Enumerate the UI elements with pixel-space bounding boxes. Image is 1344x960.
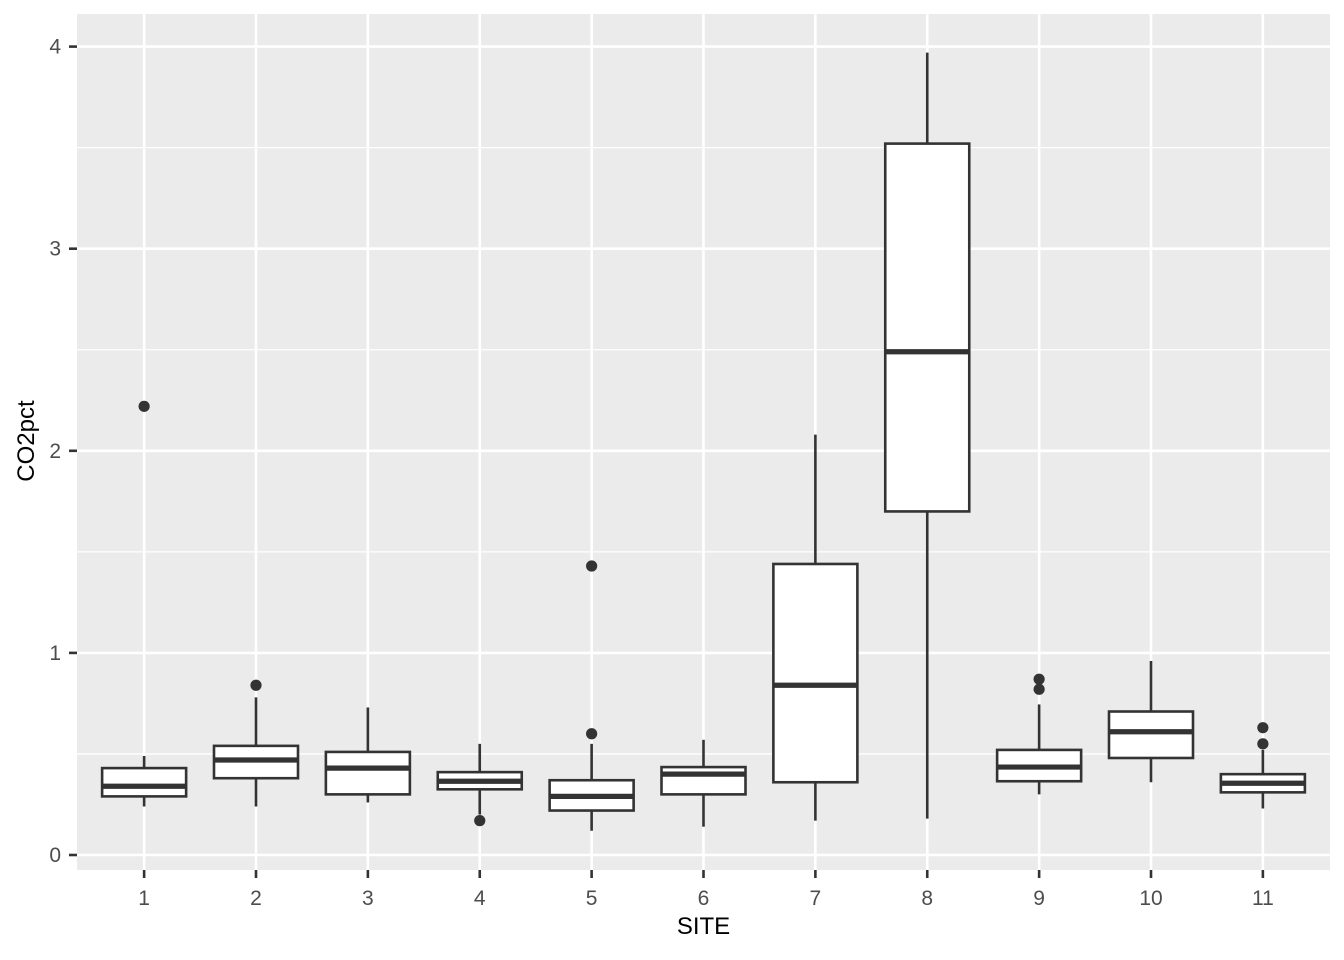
outlier-site-11: [1257, 738, 1269, 750]
outlier-site-9: [1033, 673, 1045, 685]
box-site-3: [324, 750, 412, 796]
x-tick-label: 8: [921, 887, 933, 910]
y-tick-label: 4: [49, 36, 61, 59]
x-tick-label: 5: [586, 887, 598, 910]
outlier-site-9: [1033, 683, 1045, 695]
box-site-1: [100, 766, 188, 798]
y-axis-title: CO2pct: [13, 400, 40, 482]
outlier-site-5: [586, 560, 598, 572]
x-axis-title: SITE: [676, 913, 731, 940]
box-site-7: [772, 562, 859, 784]
box-site-10: [1107, 710, 1195, 760]
y-tick-label: 1: [49, 642, 61, 665]
x-tick-label: 10: [1139, 887, 1162, 910]
box-site-8: [883, 142, 971, 513]
y-tick-label: 0: [49, 844, 61, 867]
outlier-site-4: [474, 815, 486, 827]
x-tick-label: 1: [138, 887, 150, 910]
outlier-site-2: [250, 679, 262, 691]
y-tick-label: 2: [49, 440, 61, 463]
x-tick-label: 7: [810, 887, 822, 910]
y-tick-label: 3: [49, 238, 61, 261]
x-tick-label: 3: [362, 887, 374, 910]
box-site-6: [660, 765, 747, 796]
x-tick-label: 4: [474, 887, 486, 910]
x-tick-label: 9: [1033, 887, 1045, 910]
x-tick-label: 2: [250, 887, 262, 910]
x-tick-label: 11: [1252, 887, 1274, 910]
outlier-site-11: [1257, 722, 1269, 734]
x-tick-label: 6: [698, 887, 710, 910]
outlier-site-1: [138, 400, 150, 412]
outlier-site-5: [586, 728, 598, 740]
